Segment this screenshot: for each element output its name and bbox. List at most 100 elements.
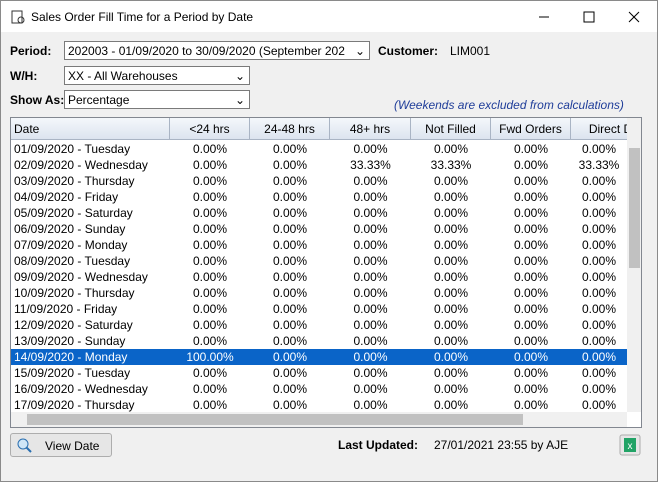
date-cell: 01/09/2020 - Tuesday <box>14 142 131 156</box>
show-as-label: Show As: <box>10 93 65 107</box>
value-cell: 0.00% <box>353 350 388 364</box>
column-header[interactable]: 24-48 hrs <box>250 118 330 140</box>
value-cell: 0.00% <box>433 254 469 268</box>
value-cell: 0.00% <box>513 270 549 284</box>
value-cell: 0.00% <box>513 238 549 252</box>
column-header[interactable]: Direct D <box>571 118 641 140</box>
column-header[interactable]: 48+ hrs <box>330 118 411 140</box>
date-cell: 06/09/2020 - Sunday <box>14 222 126 236</box>
value-cell: 0.00% <box>353 254 388 268</box>
value-cell: 0.00% <box>192 366 228 380</box>
value-cell: 0.00% <box>272 222 308 236</box>
date-cell: 13/09/2020 - Sunday <box>14 334 126 348</box>
value-cell: 0.00% <box>581 382 617 396</box>
column-header[interactable]: Date <box>11 118 170 140</box>
value-cell: 0.00% <box>192 318 228 332</box>
value-cell: 0.00% <box>272 238 308 252</box>
column-header[interactable]: Not Filled <box>411 118 491 140</box>
value-cell: 0.00% <box>433 270 469 284</box>
search-icon <box>17 438 32 453</box>
value-cell: 0.00% <box>513 398 549 412</box>
value-cell: 0.00% <box>192 254 228 268</box>
date-cell: 02/09/2020 - Wednesday <box>14 158 148 172</box>
value-cell: 0.00% <box>581 254 617 268</box>
value-cell: 0.00% <box>581 302 617 316</box>
period-value: 202003 - 01/09/2020 to 30/09/2020 (Septe… <box>68 44 345 58</box>
value-cell: 0.00% <box>192 206 228 220</box>
value-cell: 0.00% <box>353 334 388 348</box>
value-cell: 0.00% <box>581 318 617 332</box>
value-cell: 0.00% <box>433 350 469 364</box>
value-cell: 0.00% <box>581 350 617 364</box>
value-cell: 0.00% <box>433 318 469 332</box>
value-cell: 0.00% <box>353 238 388 252</box>
app-icon <box>11 10 25 24</box>
value-cell: 0.00% <box>581 398 617 412</box>
value-cell: 0.00% <box>513 222 549 236</box>
data-grid[interactable]: Date <24 hrs 24-48 hrs 48+ hrs Not Filled Fwd… <box>10 117 642 428</box>
value-cell: 0.00% <box>272 302 308 316</box>
value-cell: 0.00% <box>513 286 549 300</box>
value-cell: 0.00% <box>192 270 228 284</box>
horizontal-scrollbar[interactable] <box>11 412 627 427</box>
date-cell: 08/09/2020 - Tuesday <box>14 254 131 268</box>
title-bar: Sales Order Fill Time for a Period by Da… <box>1 1 657 32</box>
value-cell: 0.00% <box>272 398 308 412</box>
period-combo[interactable]: 202003 - 01/09/2020 to 30/09/2020 (Septe… <box>64 41 370 60</box>
value-cell: 33.33% <box>578 158 620 172</box>
date-cell: 04/09/2020 - Friday <box>14 190 119 204</box>
value-cell: 0.00% <box>353 398 388 412</box>
value-cell: 0.00% <box>272 318 308 332</box>
value-cell: 0.00% <box>581 270 617 284</box>
last-updated-value: 27/01/2021 23:55 by AJE <box>434 438 569 452</box>
value-cell: 0.00% <box>272 350 308 364</box>
wh-value: XX - All Warehouses <box>68 69 178 83</box>
value-cell: 0.00% <box>513 254 549 268</box>
export-excel-button[interactable]: x <box>619 434 641 456</box>
value-cell: 0.00% <box>353 174 388 188</box>
value-cell: 0.00% <box>581 190 617 204</box>
vertical-scrollbar[interactable] <box>627 118 641 412</box>
period-label: Period: <box>10 44 52 58</box>
value-cell: 0.00% <box>272 254 308 268</box>
customer-value: LIM001 <box>450 44 491 58</box>
window-title: Sales Order Fill Time for a Period by Da… <box>31 10 254 24</box>
value-cell: 0.00% <box>192 142 228 156</box>
value-cell: 0.00% <box>581 206 617 220</box>
value-cell: 100.00% <box>186 350 234 364</box>
value-cell: 0.00% <box>513 174 549 188</box>
value-cell: 0.00% <box>513 206 549 220</box>
column-header[interactable]: <24 hrs <box>170 118 250 140</box>
value-cell: 0.00% <box>272 286 308 300</box>
value-cell: 0.00% <box>272 366 308 380</box>
date-cell: 15/09/2020 - Tuesday <box>14 366 131 380</box>
value-cell: 0.00% <box>192 158 228 172</box>
date-cell: 09/09/2020 - Wednesday <box>14 270 148 284</box>
customer-label: Customer: <box>378 44 439 58</box>
value-cell: 0.00% <box>353 366 388 380</box>
value-cell: 0.00% <box>192 398 228 412</box>
value-cell: 0.00% <box>513 366 549 380</box>
value-cell: 0.00% <box>272 174 308 188</box>
value-cell: 0.00% <box>353 190 388 204</box>
value-cell: 0.00% <box>581 366 617 380</box>
note: (Weekends are excluded from calculations… <box>394 98 624 112</box>
value-cell: 0.00% <box>513 158 549 172</box>
value-cell: 0.00% <box>353 142 388 156</box>
value-cell: 0.00% <box>433 190 469 204</box>
column-header[interactable]: Fwd Orders <box>491 118 571 140</box>
value-cell: 0.00% <box>581 142 617 156</box>
wh-combo[interactable]: XX - All Warehouses ⌄ <box>64 66 250 85</box>
value-cell: 0.00% <box>581 286 617 300</box>
date-cell: 05/09/2020 - Saturday <box>14 206 133 220</box>
value-cell: 0.00% <box>513 190 549 204</box>
value-cell: 0.00% <box>192 334 228 348</box>
date-cell: 03/09/2020 - Thursday <box>14 174 135 188</box>
show-as-combo[interactable]: Percentage ⌄ <box>64 90 250 109</box>
value-cell: 0.00% <box>433 142 469 156</box>
view-date-button[interactable]: View Date <box>10 433 112 457</box>
value-cell: 0.00% <box>192 302 228 316</box>
window-controls[interactable] <box>531 9 651 25</box>
value-cell: 0.00% <box>513 334 549 348</box>
value-cell: 0.00% <box>353 318 388 332</box>
